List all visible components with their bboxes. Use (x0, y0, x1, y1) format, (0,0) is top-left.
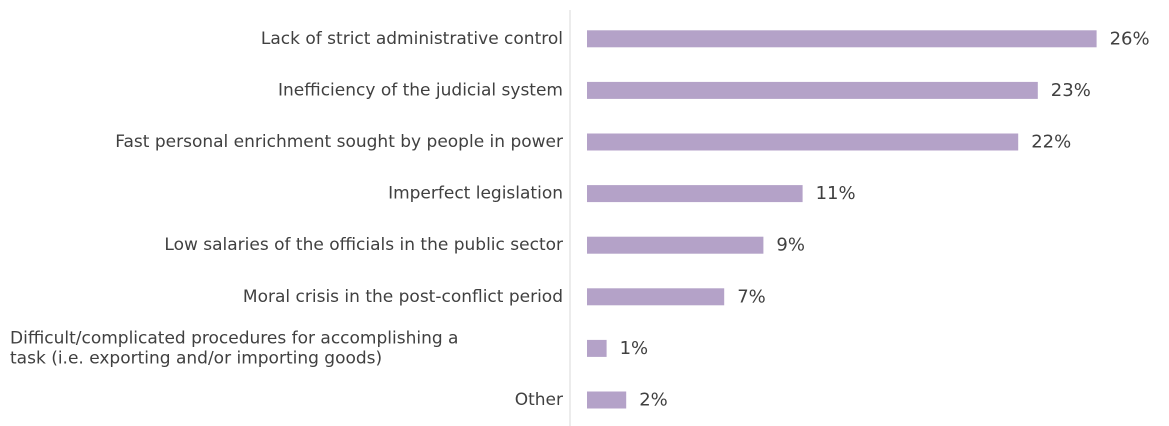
value-label-lack-of-strict-administrative-control: 26% (1110, 28, 1150, 49)
category-label-lack-of-strict-administrative-control: Lack of strict administrative control (261, 29, 563, 49)
bar-inefficiency-of-the-judicial-system (587, 81, 1038, 99)
bar-fast-personal-enrichment-sought-by-peopl (587, 133, 1019, 151)
category-label-line: Difficult/complicated procedures for acc… (10, 328, 458, 348)
value-label-fast-personal-enrichment-sought-by-peopl: 22% (1031, 132, 1071, 153)
bar-difficult-complicated-procedures-for-acc (587, 339, 607, 357)
bar-lack-of-strict-administrative-control (587, 30, 1097, 48)
category-label-imperfect-legislation: Imperfect legislation (388, 184, 563, 204)
category-label-fast-personal-enrichment-sought-by-peopl: Fast personal enrichment sought by peopl… (115, 132, 563, 152)
value-label-imperfect-legislation: 11% (816, 183, 856, 204)
value-label-moral-crisis-in-the-post-conflict-period: 7% (737, 286, 766, 307)
category-label-moral-crisis-in-the-post-conflict-period: Moral crisis in the post-conflict period (243, 287, 563, 307)
category-label-line: task (i.e. exporting and/or importing go… (10, 348, 382, 368)
bar-imperfect-legislation (587, 185, 803, 203)
value-label-inefficiency-of-the-judicial-system: 23% (1051, 80, 1091, 101)
value-label-low-salaries-of-the-officials-in-the-pub: 9% (776, 235, 805, 256)
bar-moral-crisis-in-the-post-conflict-period (587, 288, 725, 306)
bars-layer (587, 30, 1097, 409)
bar-low-salaries-of-the-officials-in-the-pub (587, 236, 764, 254)
value-labels: 26% 23% 22% 11% 9% 7% 1% 2% (620, 28, 1150, 410)
value-label-difficult-complicated-procedures-for-acc: 1% (620, 338, 649, 359)
value-label-other: 2% (639, 390, 668, 411)
category-label-inefficiency-of-the-judicial-system: Inefficiency of the judicial system (278, 80, 563, 100)
category-labels: Lack of strict administrative control Ine… (10, 29, 563, 410)
category-label-other: Other (515, 390, 563, 410)
category-label-difficult-complicated-procedures-for-acc: Difficult/complicated procedures for acc… (10, 328, 458, 368)
bar-other (587, 391, 627, 409)
category-label-low-salaries-of-the-officials-in-the-pub: Low salaries of the officials in the pub… (164, 235, 563, 255)
